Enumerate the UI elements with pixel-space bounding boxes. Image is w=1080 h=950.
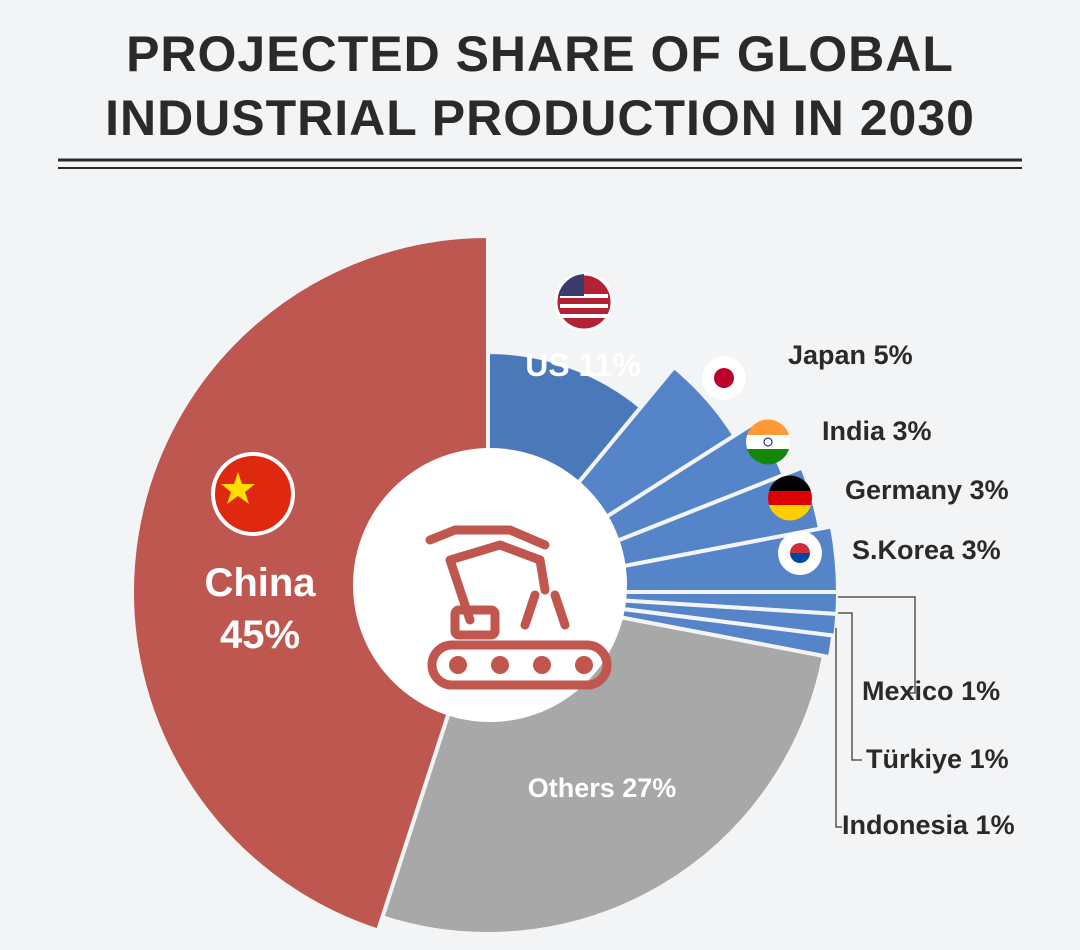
flag-india [746, 419, 790, 465]
value-label: 1% [961, 676, 1000, 706]
data-label: Türkiye 1% [866, 744, 1009, 774]
value-label: 3% [962, 535, 1001, 565]
robot-icon [425, 525, 612, 690]
flag-korea [778, 531, 822, 575]
category-name: US [525, 347, 569, 383]
category-name: China [204, 561, 316, 605]
conveyor-wheels [449, 656, 593, 674]
flag-china [211, 452, 295, 536]
value-label: 3% [893, 416, 932, 446]
flag-us [554, 272, 614, 332]
data-label: India 3% [822, 416, 932, 446]
value-label: 1% [970, 744, 1009, 774]
data-label: China 45% [204, 561, 316, 657]
category-name: Japan [788, 340, 866, 370]
data-label: Others 27% [528, 773, 677, 803]
data-label: US 11% [525, 347, 641, 383]
data-label: S.Korea 3% [852, 535, 1001, 565]
data-label: Japan 5% [788, 340, 913, 370]
labels: US 11% Japan 5%India 3%Germany 3%S.Korea … [204, 340, 1014, 840]
leader-lines [835, 596, 916, 828]
category-name: S.Korea [852, 535, 955, 565]
value-label: 27% [622, 773, 676, 803]
category-name: Others [528, 773, 615, 803]
value-label: 45% [220, 613, 300, 657]
category-name: Türkiye [866, 744, 962, 774]
center-circle [353, 448, 627, 722]
category-name: Mexico [862, 676, 954, 706]
chart-title: PROJECTED SHARE OF GLOBAL INDUSTRIAL PRO… [105, 26, 975, 146]
data-label: Indonesia 1% [842, 810, 1015, 840]
category-name: Indonesia [842, 810, 969, 840]
flag-japan [702, 356, 746, 400]
data-label: Germany 3% [845, 475, 1009, 505]
category-name: Germany [845, 475, 962, 505]
value-label: 3% [970, 475, 1009, 505]
category-name: India [822, 416, 886, 446]
data-label: Mexico 1% [862, 676, 1000, 706]
value-label: 1% [976, 810, 1015, 840]
flag-germany [768, 475, 812, 521]
value-label: 11% [579, 347, 641, 383]
value-label: 5% [874, 340, 913, 370]
slice [130, 234, 490, 933]
